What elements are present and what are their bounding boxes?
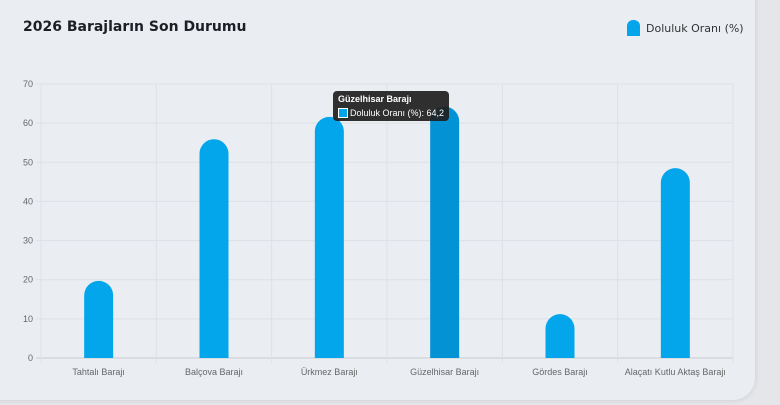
tooltip-swatch [338,108,348,118]
legend-item[interactable]: Doluluk Oranı (%) [627,20,744,36]
y-tick-label: 40 [23,196,33,206]
x-tick-label: Balçova Barajı [185,367,243,377]
legend-swatch [627,20,640,36]
x-tick-label: Güzelhisar Barajı [410,367,479,377]
y-tick-label: 60 [23,118,33,128]
x-tick-label: Tahtalı Barajı [72,367,125,377]
bar[interactable] [314,116,344,358]
tooltip-title: Güzelhisar Barajı [338,94,412,104]
x-tick-label: Gördes Barajı [532,367,588,377]
bar[interactable] [430,106,460,358]
y-tick-label: 20 [23,275,33,285]
y-tick-label: 50 [23,157,33,167]
x-tick-label: Ürkmez Barajı [301,367,358,377]
bar[interactable] [84,280,114,358]
bar[interactable] [660,168,690,358]
y-tick-label: 70 [23,79,33,89]
x-tick-label: Alaçatı Kutlu Aktaş Barajı [625,367,726,377]
y-tick-label: 0 [28,353,33,363]
tooltip: Güzelhisar Barajı Doluluk Oranı (%): 64,… [333,91,450,121]
bar[interactable] [199,139,229,358]
legend-label: Doluluk Oranı (%) [646,21,744,35]
y-tick-label: 10 [23,314,33,324]
y-tick-label: 30 [23,236,33,246]
chart-card [0,0,755,400]
tooltip-label: Doluluk Oranı (%): 64,2 [350,108,445,118]
bar[interactable] [545,314,575,358]
chart-title: 2026 Barajların Son Durumu [23,19,247,35]
